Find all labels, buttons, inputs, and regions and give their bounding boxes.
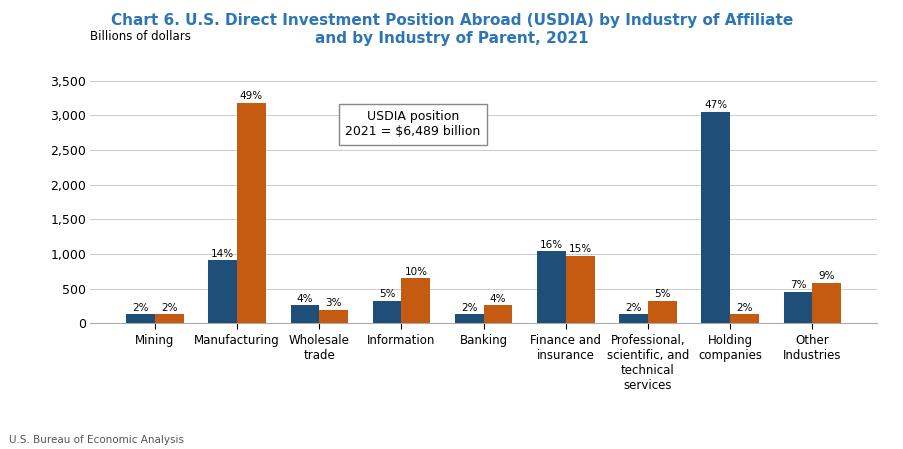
Text: 3%: 3% [325, 298, 341, 308]
Text: 4%: 4% [296, 294, 312, 304]
Bar [783, 292, 812, 323]
Bar [647, 301, 676, 323]
Text: 16%: 16% [539, 240, 563, 250]
Text: 2%: 2% [625, 303, 641, 313]
Bar [237, 103, 265, 323]
Text: 49%: 49% [239, 91, 263, 101]
Bar [565, 256, 594, 323]
Bar [208, 260, 237, 323]
Text: 10%: 10% [404, 267, 427, 277]
Bar [372, 301, 401, 323]
Bar [454, 314, 483, 323]
Bar [319, 310, 348, 323]
Bar [701, 112, 730, 323]
Text: 2%: 2% [132, 303, 149, 313]
Bar [536, 251, 565, 323]
Text: 5%: 5% [378, 289, 395, 299]
Text: Chart 6. U.S. Direct Investment Position Abroad (USDIA) by Industry of Affiliate: Chart 6. U.S. Direct Investment Position… [111, 13, 792, 46]
Bar [126, 314, 154, 323]
Text: USDIA position
2021 = $6,489 billion: USDIA position 2021 = $6,489 billion [345, 110, 480, 138]
Text: 4%: 4% [489, 294, 506, 304]
Text: 15%: 15% [568, 244, 591, 254]
Text: 47%: 47% [703, 100, 727, 110]
Text: Billions of dollars: Billions of dollars [90, 30, 191, 43]
Text: 5%: 5% [654, 289, 670, 299]
Text: 14%: 14% [211, 249, 234, 259]
Bar [290, 305, 319, 323]
Text: 9%: 9% [817, 271, 834, 281]
Text: 2%: 2% [161, 303, 177, 313]
Text: 2%: 2% [736, 303, 752, 313]
Text: U.S. Bureau of Economic Analysis: U.S. Bureau of Economic Analysis [9, 435, 184, 445]
Bar [730, 314, 759, 323]
Bar [401, 278, 430, 323]
Text: 7%: 7% [789, 280, 805, 290]
Bar [619, 314, 647, 323]
Bar [812, 283, 840, 323]
Text: 2%: 2% [461, 303, 477, 313]
Bar [154, 314, 183, 323]
Bar [483, 305, 512, 323]
